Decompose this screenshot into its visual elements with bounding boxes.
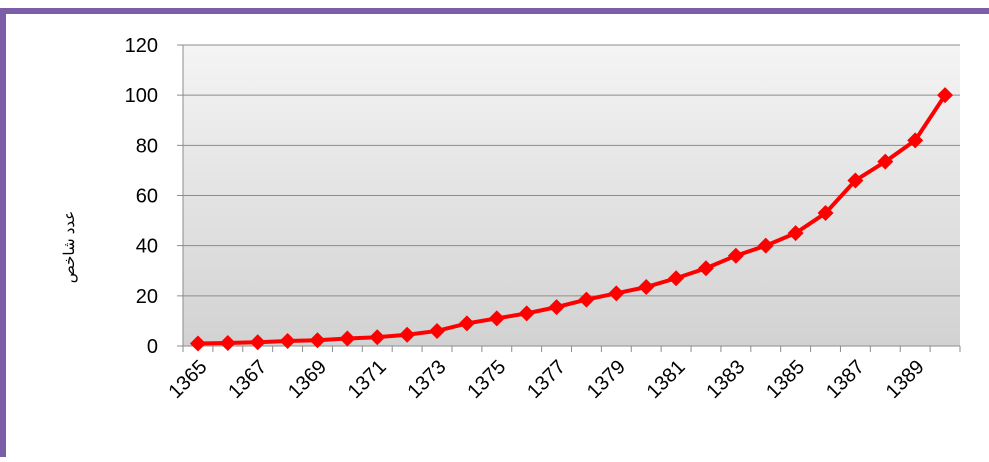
x-tick-label: 1379 <box>583 356 630 403</box>
y-tick-label: 60 <box>136 186 158 208</box>
x-tick-label: 1377 <box>523 356 570 403</box>
x-tick-label: 1385 <box>762 356 809 403</box>
chart: عدد شاخص 0 20 40 60 80 100 120 1365 1367 1369 1371… <box>0 0 989 457</box>
x-tick-label: 1375 <box>463 356 510 403</box>
x-tick-label: 1369 <box>284 356 331 403</box>
x-tick-label: 1371 <box>344 356 391 403</box>
x-tick-label: 1387 <box>822 356 869 403</box>
y-tick-label: 40 <box>136 236 158 258</box>
y-axis-label: عدد شاخص <box>61 211 78 283</box>
x-tick-label: 1373 <box>404 356 451 403</box>
x-tick-label: 1367 <box>224 356 271 403</box>
y-tick-label: 120 <box>125 35 158 57</box>
x-tick-label: 1389 <box>882 356 929 403</box>
top-border <box>0 8 989 14</box>
y-tick-label: 80 <box>136 135 158 157</box>
y-tick-label: 20 <box>136 286 158 308</box>
x-tick-label: 1381 <box>643 356 690 403</box>
y-tick-label: 0 <box>147 336 158 358</box>
x-tick-label: 1365 <box>164 356 211 403</box>
y-tick-label: 100 <box>125 85 158 107</box>
left-border <box>0 8 6 457</box>
x-tick-label: 1383 <box>702 356 749 403</box>
